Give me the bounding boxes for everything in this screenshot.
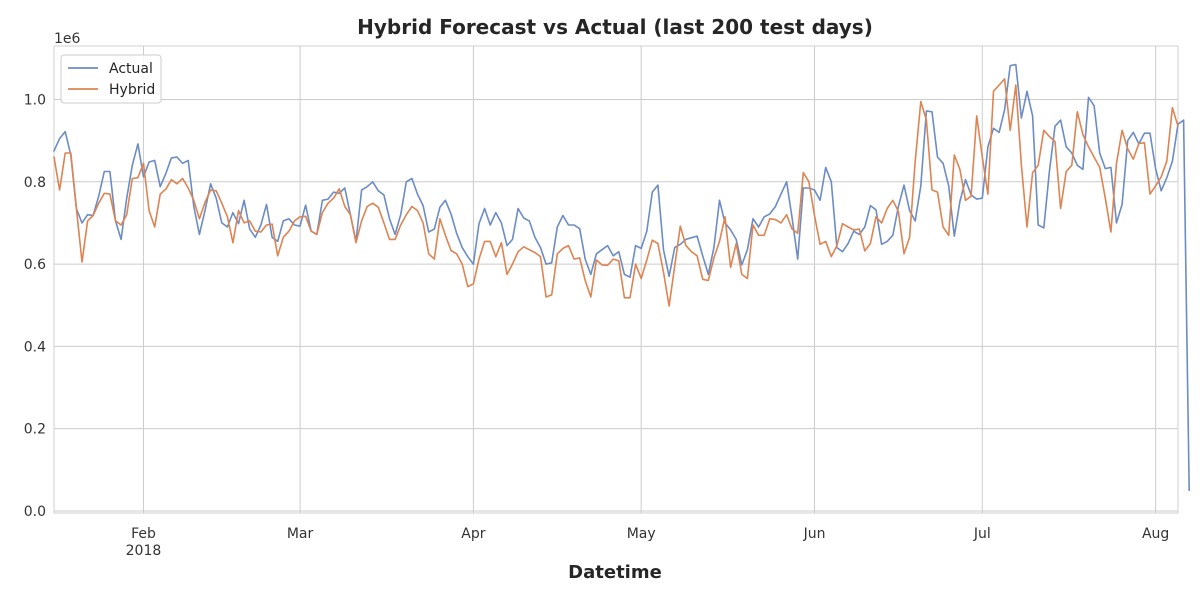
x-tick-label: May bbox=[627, 526, 656, 542]
y-tick-label: 0.0 bbox=[24, 504, 46, 520]
y-tick-label: 1.0 bbox=[24, 92, 46, 108]
x-tick-label: Jun bbox=[803, 526, 826, 542]
plot-background bbox=[53, 45, 1179, 514]
chart-title: Hybrid Forecast vs Actual (last 200 test… bbox=[357, 15, 873, 39]
x-tick-label: Mar bbox=[287, 526, 314, 542]
x-tick-label: Aug bbox=[1142, 526, 1169, 542]
x-tick-label: Feb bbox=[131, 526, 156, 542]
legend-label-hybrid: Hybrid bbox=[109, 82, 155, 98]
legend: Actual Hybrid bbox=[60, 54, 162, 104]
legend-label-actual: Actual bbox=[109, 61, 153, 77]
y-axis: 0.0 0.2 0.4 0.6 0.8 1.0 bbox=[24, 92, 46, 519]
series-line-hybrid bbox=[53, 78, 1179, 307]
y-tick-label: 0.2 bbox=[24, 422, 46, 438]
legend-box bbox=[60, 54, 162, 104]
x-tick-label: Apr bbox=[461, 526, 485, 542]
plot-area bbox=[53, 45, 1190, 514]
series-lines bbox=[53, 63, 1190, 492]
gridlines bbox=[54, 46, 1178, 513]
y-tick-label: 0.4 bbox=[24, 339, 46, 355]
y-tick-label: 0.6 bbox=[24, 257, 46, 273]
y-offset-label: 1e6 bbox=[54, 31, 81, 47]
y-tick-label: 0.8 bbox=[24, 175, 46, 191]
x-axis-label: Datetime bbox=[568, 562, 662, 583]
series-line-actual bbox=[53, 63, 1190, 492]
x-tick-sublabel: 2018 bbox=[126, 543, 162, 559]
x-tick-label: Jul bbox=[973, 526, 991, 542]
